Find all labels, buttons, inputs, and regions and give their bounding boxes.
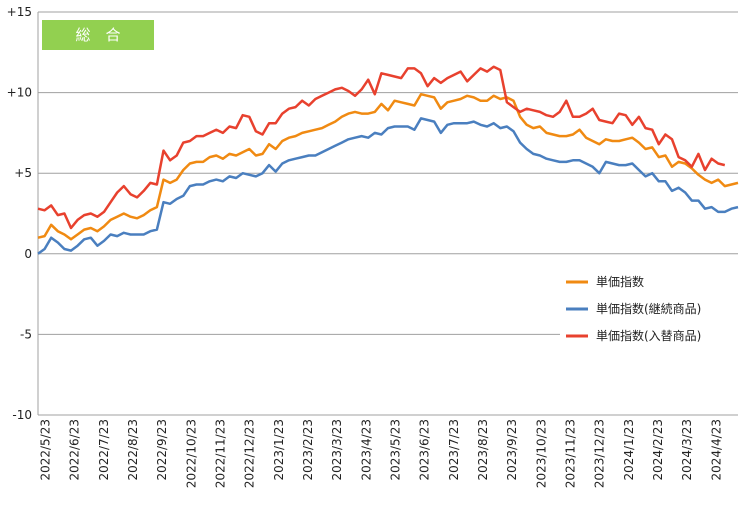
y-tick-label: +5 [14,166,32,180]
x-tick-label: 2022/12/23 [243,419,257,488]
x-tick-label: 2022/9/23 [155,419,169,481]
y-tick-label: +10 [7,86,32,100]
x-tick-label: 2023/11/23 [564,419,578,488]
legend: 単価指数 単価指数(継続商品) 単価指数(入替商品) [560,268,740,350]
x-tick-label: 2023/9/23 [505,419,519,481]
y-tick-label: -10 [12,408,32,422]
x-tick-label: 2022/5/23 [39,419,53,481]
gridlines [37,11,738,416]
x-tick-label: 2022/10/23 [184,419,198,488]
chart-badge-label: 総 合 [75,26,120,44]
x-tick-label: 2023/6/23 [418,419,432,481]
x-tick-label: 2023/5/23 [389,419,403,481]
x-tick-label: 2023/3/23 [330,419,344,481]
series-line-1 [37,117,739,255]
legend-background [560,268,740,350]
legend-label-continuing: 単価指数(継続商品) [596,301,701,316]
legend-label-unit-price: 単価指数 [596,274,644,289]
y-axis-ticks: +15 +10 +5 0 -5 -10 [7,5,32,422]
series-line-0 [37,92,739,241]
x-tick-label: 2022/6/23 [68,419,82,481]
y-tick-label: 0 [24,247,32,261]
x-tick-label: 2022/7/23 [97,419,111,481]
y-tick-label: +15 [7,5,32,19]
legend-label-replacement: 単価指数(入替商品) [596,328,701,343]
x-tick-label: 2023/2/23 [301,419,315,481]
x-tick-label: 2023/10/23 [534,419,548,488]
x-tick-label: 2024/1/23 [622,419,636,481]
series-line-2 [37,65,726,230]
chart-badge-box [42,20,154,50]
x-tick-label: 2023/12/23 [593,419,607,488]
x-tick-label: 2023/8/23 [476,419,490,481]
x-tick-label: 2024/3/23 [680,419,694,481]
x-tick-label: 2022/11/23 [214,419,228,488]
x-tick-label: 2023/7/23 [447,419,461,481]
chart-badge: 総 合 [42,20,154,50]
x-axis-ticks: 2022/5/23 2022/6/23 2022/7/23 2022/8/23 2022… [39,419,724,488]
x-tick-label: 2024/4/23 [709,419,723,481]
y-tick-label: -5 [20,327,32,341]
series-lines [37,65,739,255]
x-tick-label: 2023/4/23 [359,419,373,481]
x-tick-label: 2024/2/23 [651,419,665,481]
x-tick-label: 2022/8/23 [126,419,140,481]
x-tick-label: 2023/1/23 [272,419,286,481]
